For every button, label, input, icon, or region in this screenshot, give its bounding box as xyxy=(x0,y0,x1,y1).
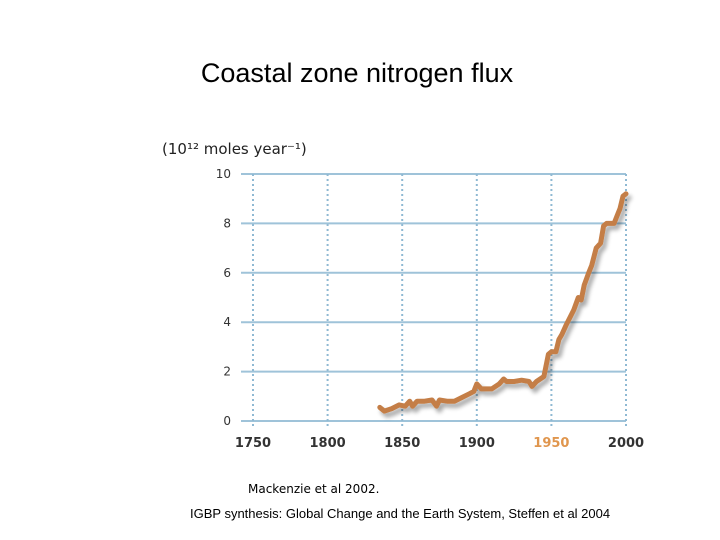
y-tick-label-10: 10 xyxy=(216,167,231,181)
x-tick-label-2000: 2000 xyxy=(608,436,644,451)
citation-primary: Mackenzie et al 2002. xyxy=(248,482,380,496)
citation-secondary: IGBP synthesis: Global Change and the Ea… xyxy=(190,506,611,521)
y-tick-label-2: 2 xyxy=(223,365,231,379)
x-tick-label-1900: 1900 xyxy=(459,436,495,451)
x-tick-label-1950: 1950 xyxy=(533,436,569,451)
y-tick-label-4: 4 xyxy=(223,315,231,329)
y-axis-label: (10¹² moles year⁻¹) xyxy=(162,140,307,158)
y-tick-label-0: 0 xyxy=(223,414,231,428)
x-tick-label-1800: 1800 xyxy=(310,436,346,451)
x-tick-label-1850: 1850 xyxy=(384,436,420,451)
series-line-0 xyxy=(377,191,629,414)
slide-title: Coastal zone nitrogen flux xyxy=(200,58,514,88)
y-tick-label-6: 6 xyxy=(223,266,231,280)
y-tick-label-8: 8 xyxy=(223,216,231,230)
x-tick-label-1750: 1750 xyxy=(235,436,271,451)
